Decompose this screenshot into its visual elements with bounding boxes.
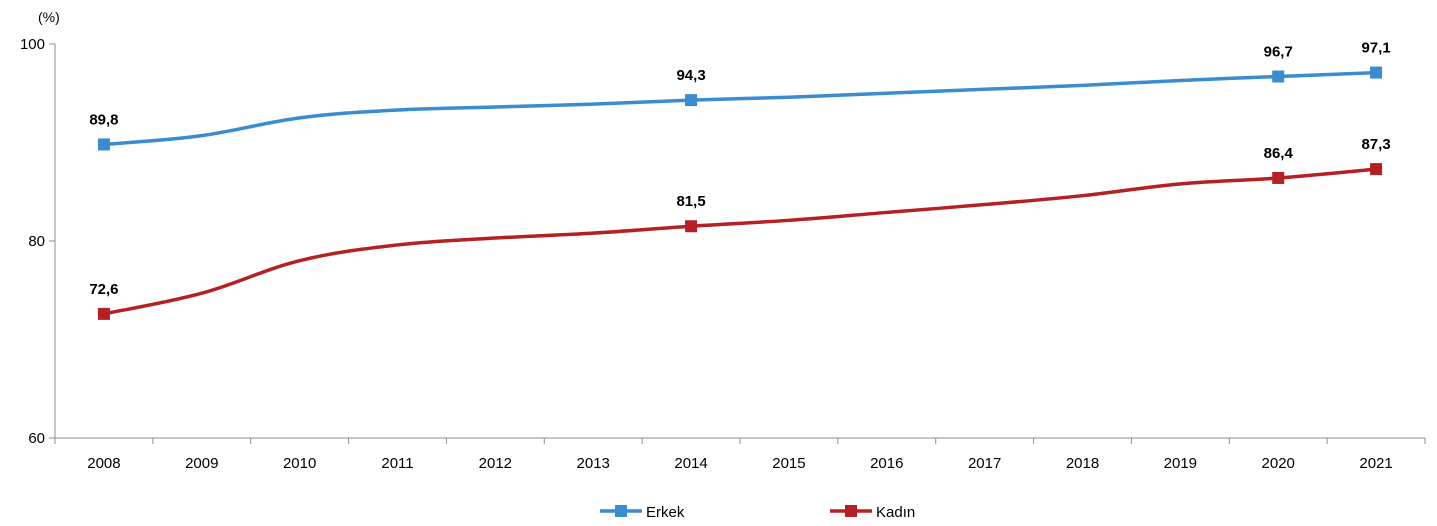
point-marker-erkek-2021 [1370,66,1383,79]
legend-label-erkek: Erkek [646,504,685,521]
data-label-kad-n-2021: 87,3 [1361,136,1390,153]
point-marker-kad-n-2021 [1370,163,1383,176]
y-tick-label-60: 60 [28,430,45,447]
series-line-kad-n [103,167,1377,316]
series-layer [97,66,1383,320]
x-tick-label-2016: 2016 [870,455,903,472]
x-tick-label-2018: 2018 [1066,455,1099,472]
data-label-erkek-2014: 94,3 [676,67,705,84]
point-marker-kad-n-2020 [1272,171,1285,184]
y-tick-label-80: 80 [28,233,45,250]
data-label-erkek-2020: 96,7 [1264,44,1293,61]
point-marker-erkek-2020 [1272,70,1285,83]
x-tick-label-2014: 2014 [674,455,707,472]
data-label-kad-n-2020: 86,4 [1264,145,1294,162]
y-axis-unit-label: (%) [38,9,60,25]
y-tick-label-100: 100 [20,36,45,53]
x-tick-label-2013: 2013 [577,455,610,472]
point-marker-erkek-2014 [685,94,698,107]
x-tick-label-2012: 2012 [479,455,512,472]
series-line-erkek [103,70,1377,147]
x-tick-label-2015: 2015 [772,455,805,472]
x-tick-label-2010: 2010 [283,455,316,472]
legend-label-kad-n: Kadın [876,504,915,521]
data-label-kad-n-2008: 72,6 [89,281,118,298]
point-marker-erkek-2008 [97,138,110,151]
legend-marker-kad-n [845,505,857,517]
axes: 60 80 100 2008 2009 2010 2011 2012 2013 2014 2015 2… [20,36,1426,472]
legend-marker-erkek [615,505,627,517]
x-tick-label-2011: 2011 [381,455,413,472]
point-marker-kad-n-2014 [685,220,698,233]
data-labels-layer: 89,8 94,3 96,7 97,1 72,6 81,5 86,4 87,3 [89,40,1390,298]
data-label-erkek-2008: 89,8 [89,111,118,128]
x-tick-label-2008: 2008 [87,455,120,472]
point-marker-kad-n-2008 [97,307,110,320]
data-label-kad-n-2014: 81,5 [676,193,705,210]
x-tick-label-2020: 2020 [1262,455,1295,472]
x-tick-label-2017: 2017 [968,455,1001,472]
x-tick-label-2021: 2021 [1359,455,1392,472]
legend: Erkek Kadın [600,504,915,521]
x-tick-label-2009: 2009 [185,455,218,472]
data-label-erkek-2021: 97,1 [1361,40,1390,57]
x-tick-label-2019: 2019 [1164,455,1197,472]
